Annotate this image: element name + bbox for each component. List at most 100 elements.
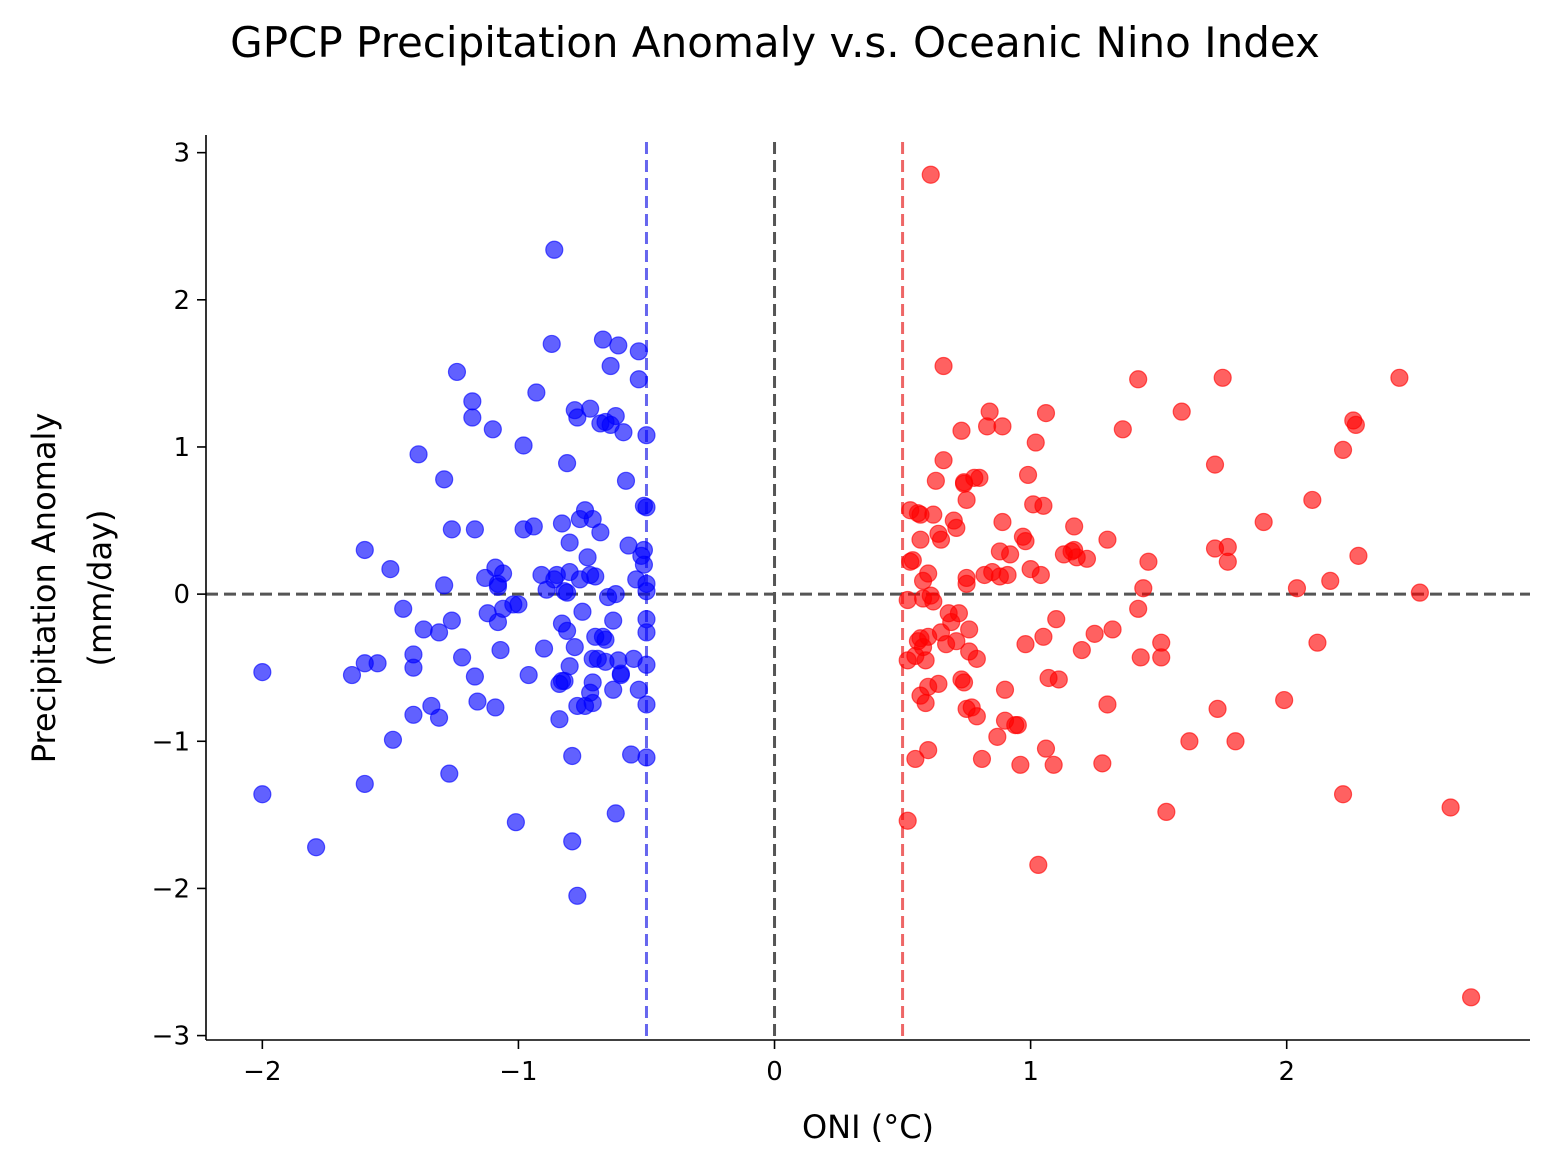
scatter-point [637, 748, 656, 767]
scatter-point [1085, 624, 1104, 643]
scatter-point [606, 406, 625, 426]
y-tick-label: −1 [152, 727, 190, 757]
scatter-point [545, 240, 564, 259]
scatter-point [611, 665, 630, 685]
scatter-point [563, 746, 582, 766]
scatter-point [637, 695, 656, 714]
y-tick-label: 1 [173, 433, 190, 463]
scatter-point [903, 551, 922, 570]
scatter-point [409, 445, 428, 464]
scatter-point [967, 707, 986, 726]
scatter-point [506, 813, 525, 832]
scatter-point [381, 560, 400, 579]
scatter-point [601, 356, 620, 376]
scatter-point [560, 657, 579, 676]
scatter-point [1333, 440, 1353, 460]
scatter-point [404, 658, 423, 677]
scatter-point [586, 567, 605, 586]
y-tick-label: 3 [173, 139, 190, 169]
scatter-point [442, 520, 461, 539]
scatter-point [606, 585, 625, 604]
scatter-point [957, 490, 976, 510]
scatter-point [557, 454, 577, 473]
y-axis-ticks: −3 −2 −1 0 1 2 3 [152, 139, 206, 1052]
scatter-point [1098, 530, 1117, 549]
scatter-point [435, 470, 454, 489]
scatter-point [960, 620, 979, 639]
scatter-point [491, 640, 510, 660]
y-tick-label: 0 [173, 580, 190, 610]
scatter-point [916, 651, 935, 670]
scatter-point [486, 698, 505, 717]
scatter-point [637, 655, 656, 674]
scatter-point [429, 708, 449, 727]
y-axis-label-line-2: (mm/day) [81, 510, 119, 667]
scatter-point [1065, 517, 1084, 536]
scatter-point [1461, 988, 1481, 1007]
scatter-point [924, 592, 943, 611]
scatter-point [1072, 640, 1091, 660]
scatter-point [924, 505, 943, 524]
scatter-point [509, 595, 528, 614]
scatter-point [1031, 565, 1050, 585]
scatter-point [637, 426, 656, 445]
scatter-point [514, 436, 533, 455]
reference-lines [206, 142, 1530, 1040]
scatter-point [404, 705, 423, 724]
scatter-point [1213, 368, 1232, 387]
scatter-point [1157, 802, 1176, 822]
scatter-point [307, 838, 326, 857]
scatter-point [1349, 546, 1368, 565]
scatter-point [1129, 370, 1148, 389]
scatter-point [1410, 583, 1429, 602]
scatter-point [952, 421, 971, 440]
scatter-point [1113, 420, 1132, 439]
scatter-point [1303, 490, 1322, 510]
x-tick-label: 2 [1278, 1057, 1295, 1087]
scatter-point [583, 693, 602, 713]
scatter-point [1152, 648, 1171, 667]
scatter-point [368, 654, 387, 673]
scatter-point [527, 383, 546, 402]
scatter-point [568, 886, 587, 905]
scatter-point [919, 741, 938, 760]
data-points [253, 165, 1481, 1007]
scatter-point [637, 582, 656, 601]
scatter-point [604, 611, 623, 630]
scatter-point [468, 692, 487, 711]
scatter-point [342, 665, 362, 685]
scatter-point [967, 649, 986, 668]
scatter-point [1129, 599, 1148, 618]
y-tick-label: 2 [173, 286, 190, 316]
scatter-point [591, 523, 610, 542]
scatter-point [355, 540, 374, 560]
scatter-point [995, 680, 1015, 699]
scatter-point [1036, 739, 1056, 758]
scatter-point [1218, 552, 1237, 571]
scatter-point [493, 564, 513, 583]
scatter-point [447, 362, 467, 382]
scatter-point [609, 336, 628, 355]
scatter-point [1001, 545, 1020, 564]
scatter-point [916, 693, 935, 713]
scatter-point [1029, 855, 1048, 874]
scatter-point [1044, 755, 1063, 774]
scatter-point [1077, 549, 1097, 568]
scatter-point [557, 583, 577, 602]
scatter-point [634, 555, 654, 574]
scatter-point [542, 334, 561, 354]
scatter-point [622, 745, 641, 764]
scatter-point [934, 356, 953, 376]
scatter-point [596, 630, 615, 649]
chart-title: GPCP Precipitation Anomaly v.s. Oceanic … [230, 18, 1320, 67]
scatter-point [906, 749, 925, 769]
scatter-point [998, 565, 1017, 585]
y-tick-label: −2 [152, 874, 190, 904]
scatter-point [452, 648, 472, 667]
scatter-point [911, 530, 930, 549]
scatter-point [898, 590, 917, 610]
scatter-point [616, 471, 636, 490]
scatter-point [578, 548, 597, 567]
scatter-point [1333, 785, 1353, 804]
